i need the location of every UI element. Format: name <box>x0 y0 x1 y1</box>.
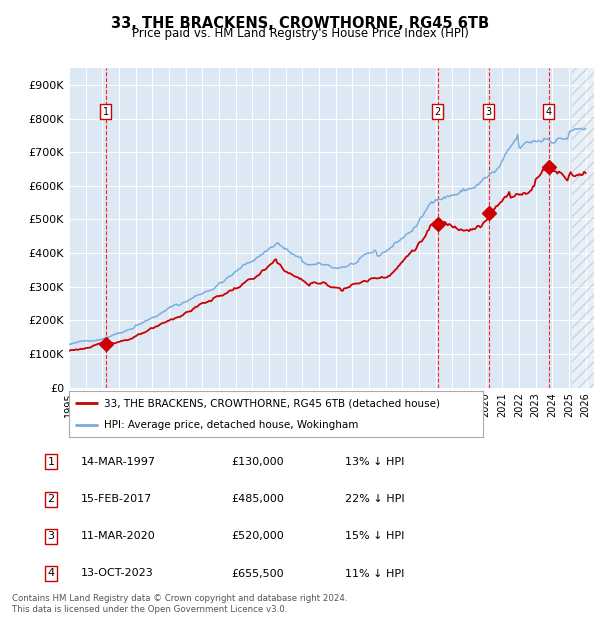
Text: £520,000: £520,000 <box>231 531 284 541</box>
Text: 1: 1 <box>47 457 55 467</box>
Text: 11% ↓ HPI: 11% ↓ HPI <box>345 569 404 578</box>
Text: 11-MAR-2020: 11-MAR-2020 <box>81 531 156 541</box>
Text: 14-MAR-1997: 14-MAR-1997 <box>81 457 156 467</box>
Text: 13% ↓ HPI: 13% ↓ HPI <box>345 457 404 467</box>
Text: This data is licensed under the Open Government Licence v3.0.: This data is licensed under the Open Gov… <box>12 604 287 614</box>
Text: 4: 4 <box>47 569 55 578</box>
Text: £130,000: £130,000 <box>231 457 284 467</box>
Text: 15% ↓ HPI: 15% ↓ HPI <box>345 531 404 541</box>
Text: 3: 3 <box>47 531 55 541</box>
Text: 3: 3 <box>486 107 492 117</box>
Text: £485,000: £485,000 <box>231 494 284 504</box>
Text: HPI: Average price, detached house, Wokingham: HPI: Average price, detached house, Woki… <box>104 420 359 430</box>
Text: £655,500: £655,500 <box>231 569 284 578</box>
Text: 4: 4 <box>545 107 552 117</box>
Bar <box>572 68 596 388</box>
Text: 33, THE BRACKENS, CROWTHORNE, RG45 6TB (detached house): 33, THE BRACKENS, CROWTHORNE, RG45 6TB (… <box>104 398 440 408</box>
Text: Contains HM Land Registry data © Crown copyright and database right 2024.: Contains HM Land Registry data © Crown c… <box>12 593 347 603</box>
Text: 13-OCT-2023: 13-OCT-2023 <box>81 569 154 578</box>
Text: Price paid vs. HM Land Registry's House Price Index (HPI): Price paid vs. HM Land Registry's House … <box>131 27 469 40</box>
Text: 2: 2 <box>434 107 441 117</box>
Text: 2: 2 <box>47 494 55 504</box>
Text: 1: 1 <box>103 107 109 117</box>
Text: 33, THE BRACKENS, CROWTHORNE, RG45 6TB: 33, THE BRACKENS, CROWTHORNE, RG45 6TB <box>111 16 489 30</box>
Text: 15-FEB-2017: 15-FEB-2017 <box>81 494 152 504</box>
Text: 22% ↓ HPI: 22% ↓ HPI <box>345 494 404 504</box>
